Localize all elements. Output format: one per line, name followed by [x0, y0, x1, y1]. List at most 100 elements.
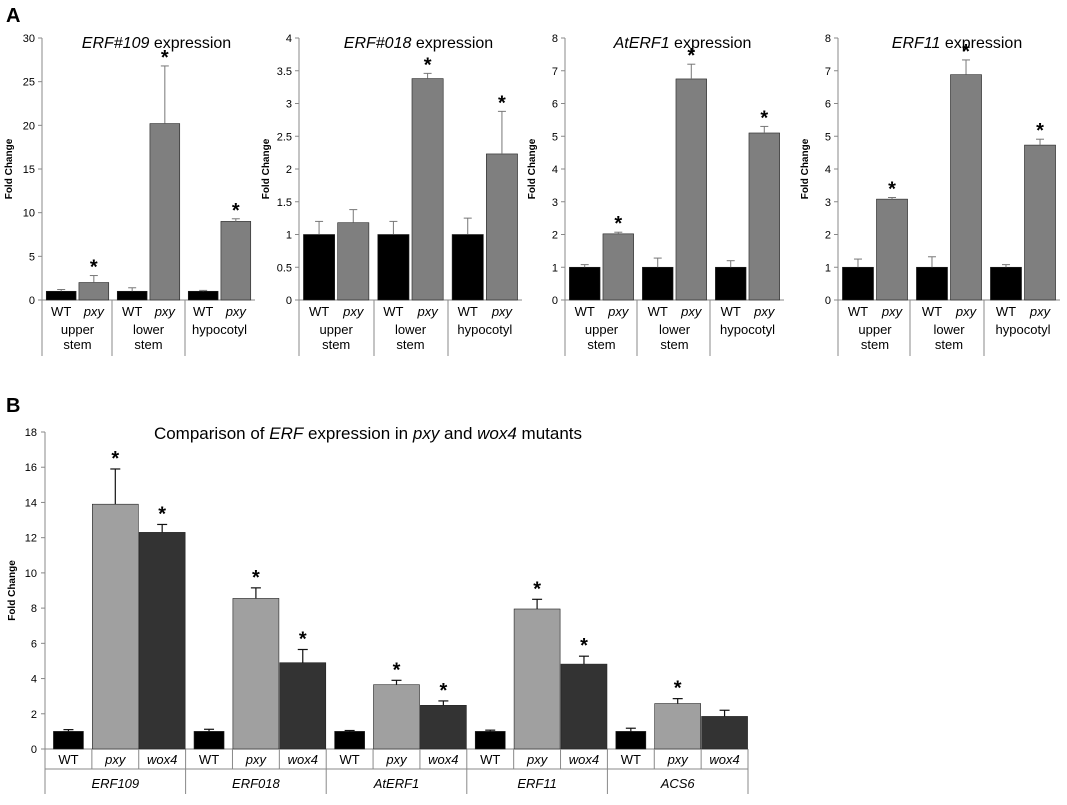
significance-star: * [111, 448, 119, 470]
series-tick-label: pxy [607, 304, 630, 319]
y-tick-label: 30 [23, 33, 35, 45]
y-tick-label: 2.5 [277, 131, 292, 143]
y-tick-label: 6 [31, 638, 37, 650]
chart-title: ERF#018 expression [344, 35, 493, 52]
series-tick-label: WT [996, 304, 1016, 319]
series-tick-label: WT [922, 304, 942, 319]
bar-wt [842, 266, 874, 301]
y-axis-label: Fold Change [800, 138, 811, 199]
bar-wt [916, 266, 948, 301]
bar-wt [53, 731, 84, 750]
bar-wt [990, 266, 1022, 301]
y-tick-label: 1 [552, 262, 558, 274]
bar-pxy [675, 78, 707, 301]
series-tick-label: WT [480, 752, 500, 767]
y-tick-label: 1.5 [277, 197, 292, 209]
group-label-line: hypocotyl [720, 322, 775, 337]
y-tick-label: 0 [552, 295, 558, 307]
group-label-line: hypocotyl [457, 322, 512, 337]
group-label: upper stem [61, 322, 95, 352]
group-label-line: lower [659, 322, 691, 337]
bar-pxy [486, 153, 518, 301]
series-tick-label: pxy [104, 752, 127, 767]
series-tick-label: WT [621, 752, 641, 767]
series-tick-label: WT [309, 304, 329, 319]
group-label-line: stem [396, 337, 424, 352]
bar-pxy [876, 198, 908, 301]
series-tick-label: pxy [416, 304, 439, 319]
series-tick-label: WT [122, 304, 142, 319]
y-tick-label: 12 [25, 533, 37, 545]
group-label-line: stem [322, 337, 350, 352]
bar-wt [377, 234, 410, 301]
y-tick-label: 14 [25, 497, 37, 509]
chart-title: ERF11 expression [892, 35, 1022, 52]
significance-star: * [232, 200, 240, 222]
significance-star: * [90, 257, 98, 279]
y-tick-label: 8 [31, 603, 37, 615]
chart-title: AtERF1 expression [613, 35, 752, 52]
chart-a-4: ERF11 expression Fold Change 0 1 2 3 4 5 6 7 8 WT * p… [800, 33, 1060, 356]
group-label: hypocotyl [996, 322, 1051, 337]
y-tick-label: 2 [31, 709, 37, 721]
series-tick-label: WT [575, 304, 595, 319]
bar-wt [187, 290, 219, 301]
chart-title-part-0: ERF#018 [344, 35, 412, 52]
group-label-line: lower [933, 322, 965, 337]
bar-wt [615, 731, 647, 750]
bar-wt [303, 234, 335, 301]
y-tick-label: 0.5 [277, 262, 292, 274]
series-tick-label: wox4 [569, 752, 599, 767]
chart-b: Comparison of ERF expression in pxy and … [7, 424, 749, 794]
significance-star: * [674, 678, 682, 700]
series-tick-label: WT [58, 752, 78, 767]
group-label: hypocotyl [192, 322, 247, 337]
chart-title-part-1: expression [149, 35, 231, 52]
bar-pxy [92, 503, 139, 750]
y-axis-label: Fold Change [261, 138, 272, 199]
y-tick-label: 4 [286, 33, 292, 45]
significance-star: * [760, 107, 768, 129]
series-tick-label: pxy [667, 752, 690, 767]
panel-label-a: A [6, 5, 20, 27]
series-tick-label: pxy [881, 304, 904, 319]
chart-title-part-2: expression in [303, 424, 413, 443]
significance-star: * [687, 45, 695, 67]
series-tick-label: pxy [385, 752, 408, 767]
group-label-line: stem [63, 337, 91, 352]
group-label-line: stem [861, 337, 889, 352]
y-tick-label: 1 [286, 230, 292, 242]
series-tick-label: WT [51, 304, 71, 319]
significance-star: * [161, 47, 169, 69]
group-label: hypocotyl [720, 322, 775, 337]
y-tick-label: 3.5 [277, 66, 292, 78]
series-tick-label: pxy [526, 752, 549, 767]
y-tick-label: 15 [23, 164, 35, 176]
significance-star: * [424, 54, 432, 76]
series-tick-label: pxy [154, 304, 177, 319]
y-tick-label: 5 [29, 251, 35, 263]
bar-wox4 [279, 662, 327, 750]
bar-pxy [149, 123, 181, 301]
significance-star: * [614, 213, 622, 235]
y-tick-label: 3 [825, 197, 831, 209]
chart-a-2: ERF#018 expression Fold Change 0 0.5 1 1.5 2 2.… [261, 33, 522, 356]
group-label-line: stem [134, 337, 162, 352]
bar-pxy [950, 74, 982, 301]
bar-pxy [748, 132, 780, 301]
bar-wox4 [138, 532, 186, 750]
group-label: hypocotyl [457, 322, 512, 337]
chart-title-part-0: ERF#109 [82, 35, 150, 52]
group-label-line: upper [858, 322, 892, 337]
group-label: ERF018 [232, 776, 280, 791]
group-label-line: upper [585, 322, 619, 337]
y-tick-label: 0 [29, 295, 35, 307]
bar-wox4 [420, 705, 467, 750]
group-label-line: lower [395, 322, 427, 337]
bar-wt [715, 266, 747, 301]
group-label-line: lower [133, 322, 165, 337]
y-tick-label: 2 [286, 164, 292, 176]
y-tick-label: 3 [286, 99, 292, 111]
group-label-line: upper [61, 322, 95, 337]
series-tick-label: WT [721, 304, 741, 319]
